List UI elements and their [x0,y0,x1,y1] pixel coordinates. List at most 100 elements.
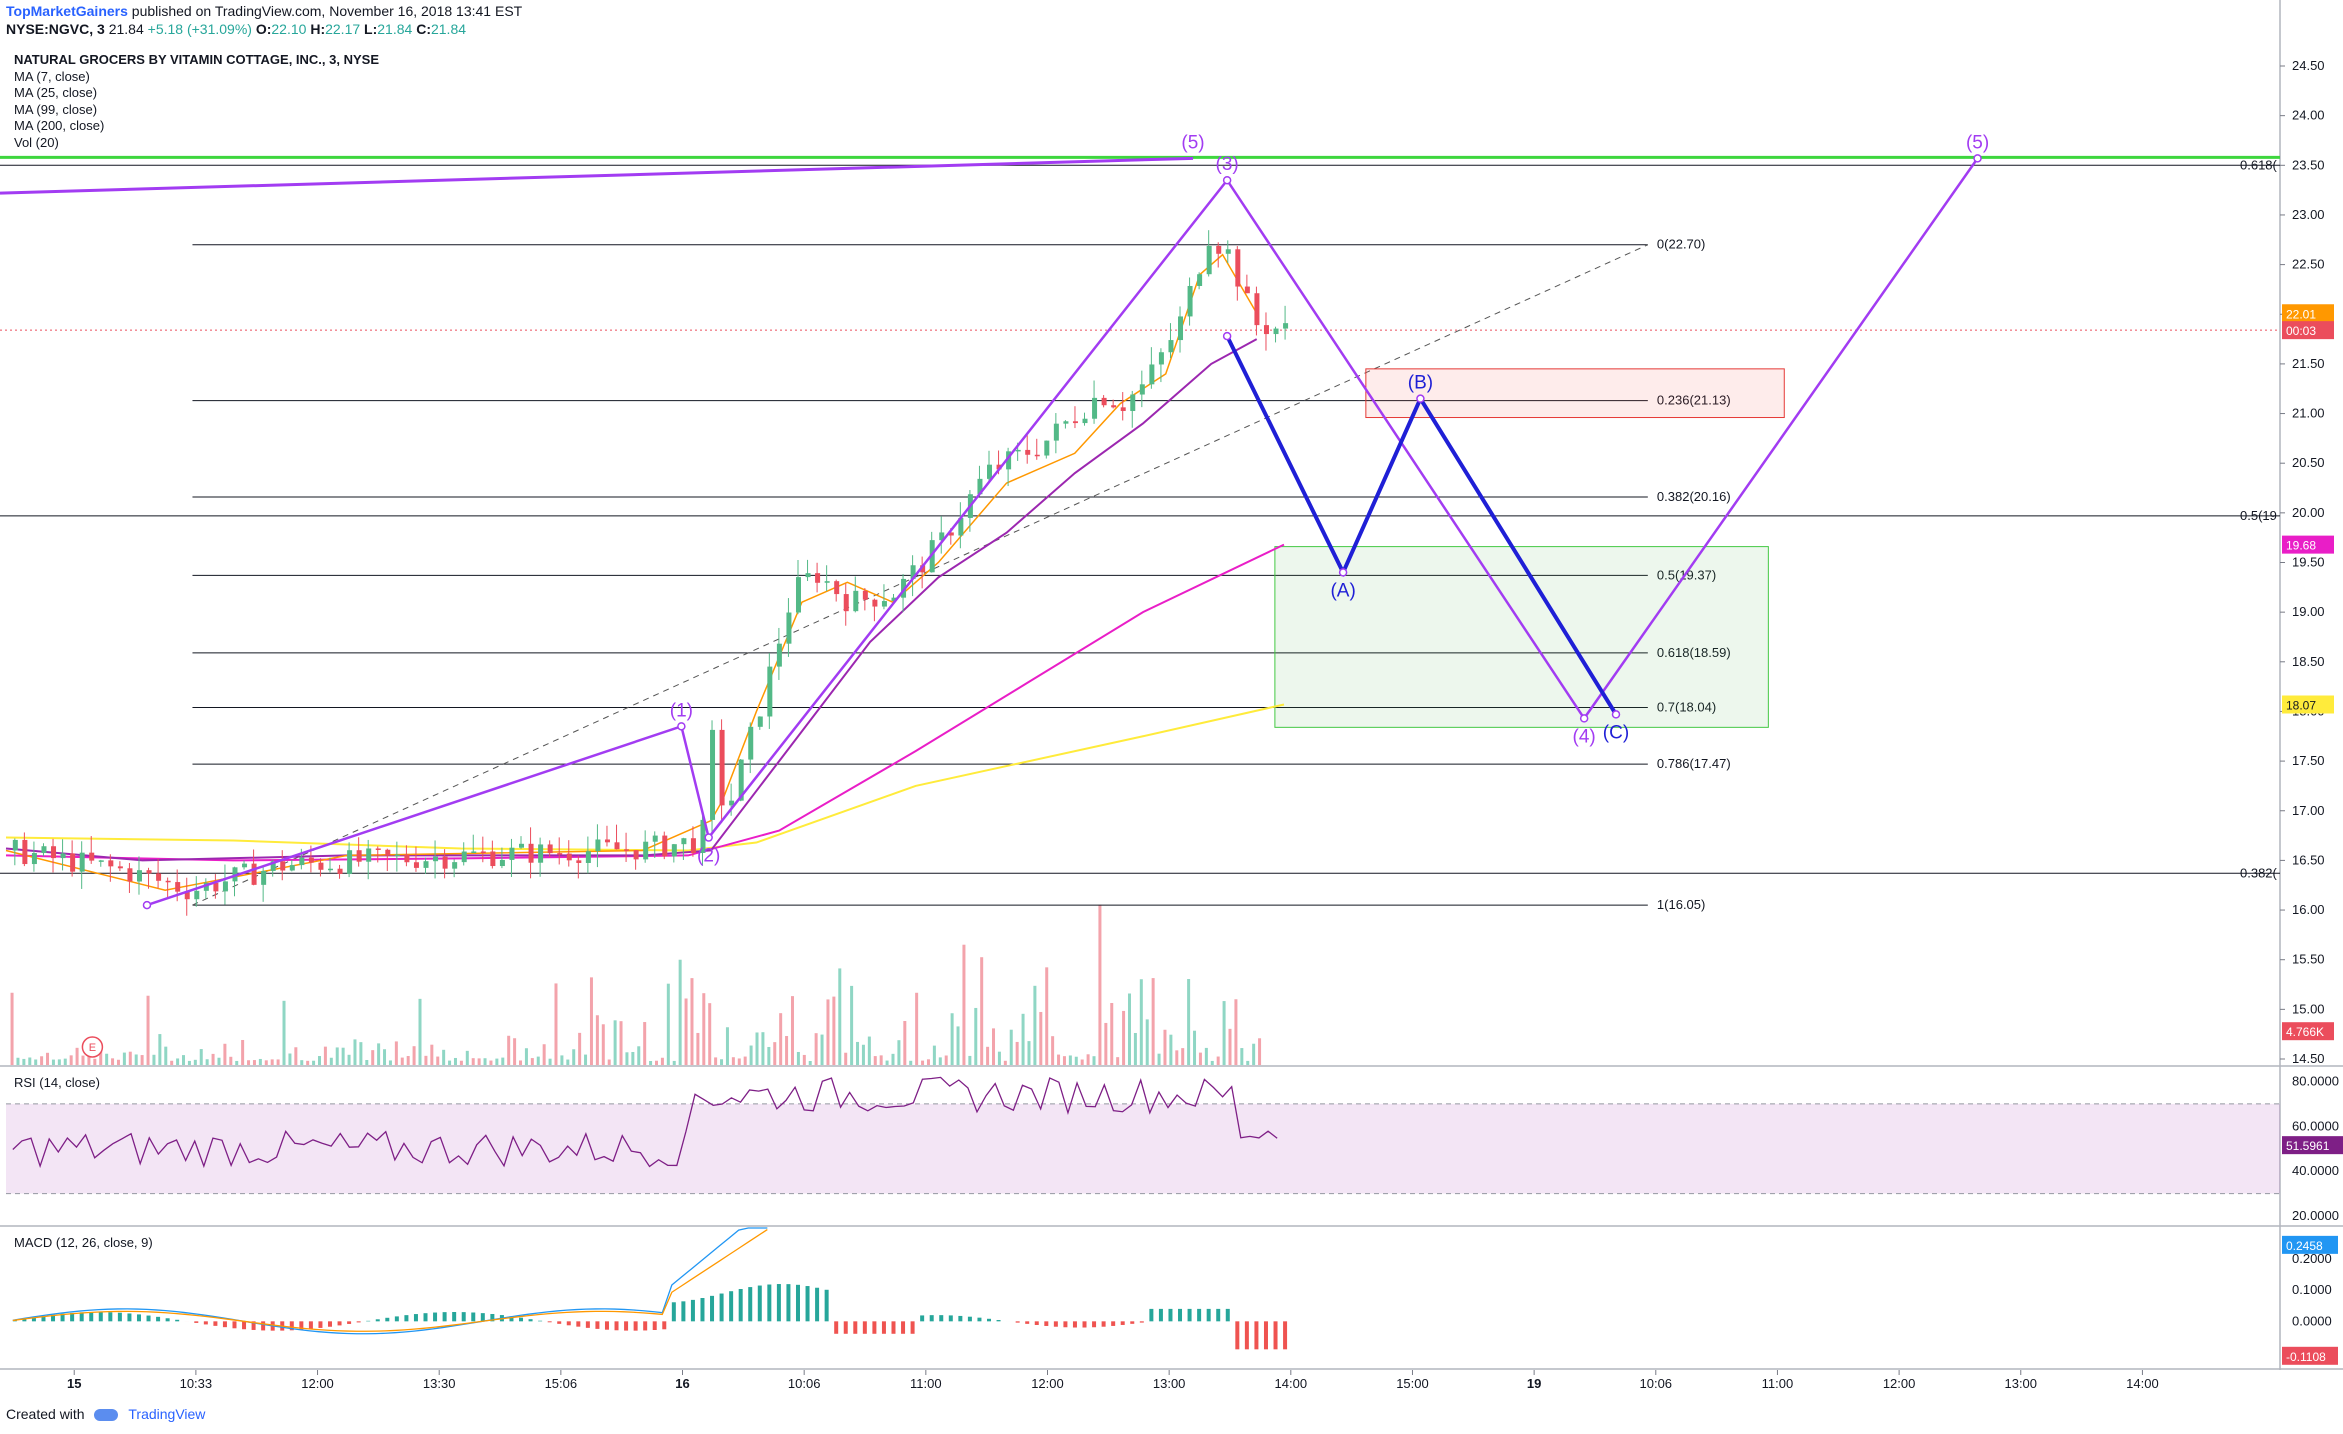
candle-body [1015,449,1021,452]
macd-histogram-bar [385,1317,390,1322]
volume-bar [832,996,836,1065]
candle-body [31,853,37,865]
volume-bar [501,1057,505,1065]
candle-body [996,464,1002,470]
volume-bar [1222,1001,1226,1065]
macd-histogram-bar [662,1321,667,1330]
candle-body [1044,440,1050,456]
volume-bar [176,1058,180,1065]
volume-bar [241,1039,245,1065]
volume-bar [743,1056,747,1065]
volume-bar [802,1054,806,1065]
author-link[interactable]: TopMarketGainers [6,3,128,19]
volume-bar [944,1055,948,1065]
price-tick-label: 22.50 [2292,257,2325,272]
volume-bar [720,1059,724,1065]
volume-bar [1027,1041,1031,1065]
volume-bar [99,1048,103,1065]
legend-ma99[interactable]: MA (99, close) [14,101,98,117]
ticker[interactable]: NYSE:NGVC, 3 [6,21,105,37]
macd-histogram-bar [786,1284,791,1322]
volume-bar [1193,1030,1197,1065]
price-tick-label: 14.50 [2292,1051,2325,1066]
legend-ma25[interactable]: MA (25, close) [14,85,98,100]
volume-bar [306,1060,310,1065]
rsi-pane-label[interactable]: RSI (14, close) [14,1075,100,1090]
volume-bar [850,985,854,1065]
volume-bar [341,1047,345,1065]
candle-body [299,857,305,866]
candle-body [356,850,362,862]
candle-body [805,573,811,578]
candle-body [480,851,486,853]
macd-histogram-bar [652,1321,657,1330]
price-tick-label: 15.50 [2292,952,2325,967]
wave-label: (3) [1216,154,1239,175]
fib-level-label: 0(22.70) [1657,237,1705,252]
volume-bar [258,1058,262,1065]
time-tick-label: 12:00 [301,1376,334,1391]
macd-histogram-bar [1130,1321,1135,1324]
macd-histogram-bar [748,1287,753,1322]
volume-bar [1009,1029,1013,1065]
volume-bar [915,992,919,1065]
candle-body [127,868,133,882]
candle-body [222,881,228,892]
macd-histogram-bar [939,1315,944,1322]
candle-body [184,891,190,900]
volume-bar [1033,985,1037,1065]
volume-bar [264,1060,268,1065]
volume-bar [122,1052,126,1065]
volume-bar [22,1058,26,1065]
macd-histogram-bar [509,1316,514,1322]
legend-ma200[interactable]: MA (200, close) [14,118,105,133]
chart-title: NATURAL GROCERS BY VITAMIN COTTAGE, INC.… [14,52,379,67]
candle-body [318,862,324,870]
volume-bar [1104,1022,1108,1065]
volume-bar [897,1040,901,1065]
macd-histogram-bar [442,1312,447,1322]
macd-histogram-bar [356,1321,361,1323]
price-badge-label: 4.766K [2286,1025,2324,1039]
candle-body [757,716,763,727]
legend-ma7[interactable]: MA (7, close) [14,68,90,84]
candle-body [404,854,410,863]
volume-bar [217,1057,221,1065]
volume-bar [524,1048,528,1065]
macd-tick-label: 0.1000 [2292,1282,2332,1297]
macd-histogram-bar [127,1313,132,1322]
macd-histogram-bar [729,1291,734,1322]
macd-pane-label[interactable]: MACD (12, 26, close, 9) [14,1235,153,1250]
impulse-wave-path [146,157,1979,907]
legend-volume[interactable]: Vol (20) [14,134,59,150]
ma99-line [5,543,1285,862]
volume-bar [584,1054,588,1065]
candle-body [471,851,477,853]
fib-level-label: 0.5(19.37) [1657,567,1716,582]
volume-bar [93,1058,97,1065]
volume-bar [601,1024,605,1065]
volume-bar [353,1039,357,1065]
ma25-line [5,338,1258,862]
ma200-line [5,703,1285,852]
volume-bar [737,1058,741,1065]
volume-bar [909,1060,913,1065]
candle-body [987,464,993,479]
footer-brand[interactable]: TradingView [128,1406,206,1422]
macd-histogram-bar [480,1313,485,1322]
rsi-badge [2282,1136,2343,1155]
macd-histogram-bar [795,1284,800,1322]
volume-bar [453,1057,457,1065]
volume-bar [170,1060,174,1065]
candle-body [862,590,868,600]
volume-bar [519,1060,523,1065]
volume-bar [317,1056,321,1065]
candle-body [939,532,945,541]
volume-bar [767,1046,771,1065]
volume-bar [808,1060,812,1065]
candle-body [394,854,400,857]
volume-bar [81,1055,85,1065]
candle-body [1206,245,1212,275]
fib-level-label: 0.618(18.59) [1657,645,1731,660]
volume-bar [1169,1034,1173,1065]
